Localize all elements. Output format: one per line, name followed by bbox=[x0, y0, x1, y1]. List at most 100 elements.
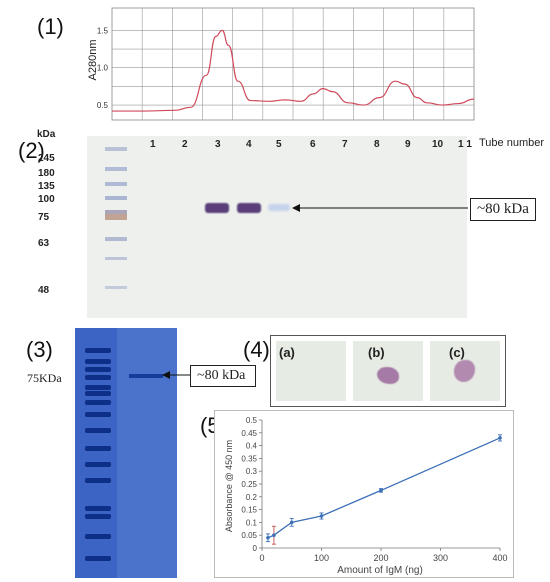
sds-ladder-band bbox=[85, 385, 111, 390]
elisa-y-tick: 0.15 bbox=[241, 506, 257, 515]
chromatogram-y-tick: 1.0 bbox=[97, 64, 109, 73]
ladder-band bbox=[105, 147, 127, 151]
gel-tube-number: 5 bbox=[276, 139, 282, 150]
gel-tube-number: 7 bbox=[342, 139, 348, 150]
gel-tube-number: 1 1 bbox=[458, 139, 472, 150]
sds-marker-label: 75KDa bbox=[27, 371, 62, 385]
sds-ladder-band bbox=[85, 534, 111, 539]
gel-tube-number: 8 bbox=[374, 139, 380, 150]
elisa-y-tick: 0.35 bbox=[241, 454, 257, 463]
blot-b-label: (b) bbox=[368, 345, 385, 360]
elisa-y-tick: 0.3 bbox=[246, 467, 258, 476]
gel-band-tube-4 bbox=[237, 203, 261, 213]
elisa-y-tick: 0.5 bbox=[246, 416, 258, 425]
blot-a-label: (a) bbox=[279, 345, 295, 360]
elisa-axes: 0 0.05 0.1 0.15 0.2 0.25 0.3 0.35 0.4 0.45 0.5 0 100… bbox=[241, 416, 507, 563]
elisa-x-tick: 200 bbox=[373, 553, 388, 563]
dot-blot-panel: (a) (b) (c) bbox=[270, 335, 506, 407]
sds-ladder-band bbox=[85, 375, 111, 380]
ladder-band bbox=[105, 182, 127, 186]
elisa-x-tick: 0 bbox=[259, 553, 264, 563]
elisa-y-tick: 0.05 bbox=[241, 531, 257, 540]
elisa-y-tick: 0 bbox=[253, 544, 258, 553]
gel-marker-label: 180 bbox=[38, 168, 55, 179]
gel-tube-number: 3 bbox=[215, 139, 221, 150]
chromatogram-y-axis-label: A280nm bbox=[87, 40, 99, 81]
ladder-band bbox=[105, 257, 127, 260]
blot-a: (a) bbox=[276, 341, 346, 401]
gel-tube-number: 1 bbox=[150, 139, 156, 150]
sds-ladder-band bbox=[85, 514, 111, 519]
sds-ladder-band bbox=[85, 428, 111, 433]
ladder-band bbox=[105, 237, 127, 241]
elisa-data-point bbox=[319, 514, 324, 518]
sds-ladder-band bbox=[85, 412, 111, 417]
sds-page-gel bbox=[75, 328, 177, 578]
elisa-data-point bbox=[266, 535, 270, 540]
gel-band-arrow bbox=[292, 204, 468, 212]
sds-ladder-band bbox=[85, 359, 111, 364]
gel-band-size-label: ~80 kDa bbox=[470, 198, 536, 221]
gel-tube-number: 10 bbox=[432, 139, 444, 150]
blot-b-stain bbox=[377, 367, 399, 384]
elisa-x-tick: 300 bbox=[433, 553, 448, 563]
gel-band-tube-5 bbox=[268, 204, 290, 211]
gel-band-tube-3 bbox=[205, 203, 229, 213]
chromatogram-grid bbox=[111, 7, 475, 121]
sds-ladder-band bbox=[85, 391, 111, 396]
ladder-band bbox=[105, 286, 127, 289]
chromatogram-series-line bbox=[112, 29, 475, 112]
panel-label-4: (4) bbox=[243, 337, 270, 362]
chromatogram-y-tick: 1.5 bbox=[97, 26, 109, 35]
elisa-x-tick: 100 bbox=[314, 553, 329, 563]
sds-ladder-band bbox=[85, 478, 111, 483]
elisa-chart: 0 0.05 0.1 0.15 0.2 0.25 0.3 0.35 0.4 0.45 0.5 0 100… bbox=[214, 410, 514, 578]
ladder-band bbox=[105, 210, 127, 215]
ladder-band bbox=[105, 196, 127, 200]
elisa-data-point bbox=[498, 436, 502, 440]
panel-label-1: (1) bbox=[37, 14, 64, 39]
sds-ladder-band bbox=[85, 367, 111, 372]
elisa-y-tick: 0.2 bbox=[246, 493, 258, 502]
sds-ladder-band bbox=[85, 462, 111, 467]
sds-ladder-band bbox=[85, 446, 111, 451]
elisa-y-tick: 0.45 bbox=[241, 429, 257, 438]
native-gel bbox=[87, 136, 467, 318]
panel-label-3: (3) bbox=[26, 337, 53, 362]
sds-band-arrow bbox=[162, 371, 190, 379]
chromatogram-y-tick: 0.5 bbox=[97, 101, 109, 110]
gel-marker-label: 48 bbox=[38, 285, 50, 296]
ladder-band bbox=[105, 167, 127, 171]
sds-band bbox=[129, 374, 163, 378]
sds-ladder-band bbox=[85, 348, 111, 353]
elisa-data-point bbox=[289, 520, 294, 525]
gel-kda-header: kDa bbox=[37, 129, 56, 140]
gel-marker-label: 245 bbox=[38, 153, 55, 164]
ladder-band bbox=[105, 214, 127, 220]
elisa-y-axis-label: Absorbance @ 450 nm bbox=[224, 440, 234, 532]
gel-marker-label: 135 bbox=[38, 181, 55, 192]
sds-ladder-band bbox=[85, 400, 111, 405]
gel-tube-number: 9 bbox=[405, 139, 411, 150]
gel-marker-label: 75 bbox=[38, 212, 50, 223]
panel-label-2: (2) bbox=[18, 138, 45, 163]
gel-marker-label: 63 bbox=[38, 238, 50, 249]
elisa-y-tick: 0.25 bbox=[241, 480, 257, 489]
gel-tube-number: 6 bbox=[310, 139, 316, 150]
blot-c-stain bbox=[454, 360, 475, 382]
gel-marker-label: 100 bbox=[38, 194, 55, 205]
gel-tube-number: 2 bbox=[182, 139, 188, 150]
blot-c-label: (c) bbox=[449, 345, 465, 360]
elisa-x-axis-label: Amount of IgM (ng) bbox=[337, 565, 423, 576]
elisa-data-point bbox=[272, 533, 276, 537]
chromatogram-chart: 0.5 1.0 1.5 A280nm bbox=[87, 7, 475, 121]
gel-tube-number: 4 bbox=[246, 139, 252, 150]
blot-b: (b) bbox=[353, 341, 423, 401]
elisa-y-tick: 0.4 bbox=[246, 442, 258, 451]
sds-ladder-band bbox=[85, 556, 111, 561]
elisa-data-point bbox=[379, 488, 383, 493]
sds-ladder-band bbox=[85, 506, 111, 511]
elisa-series bbox=[265, 434, 502, 545]
chromatogram-y-ticks: 0.5 1.0 1.5 bbox=[97, 26, 109, 110]
sds-band-size-label: ~80 kDa bbox=[190, 365, 256, 387]
